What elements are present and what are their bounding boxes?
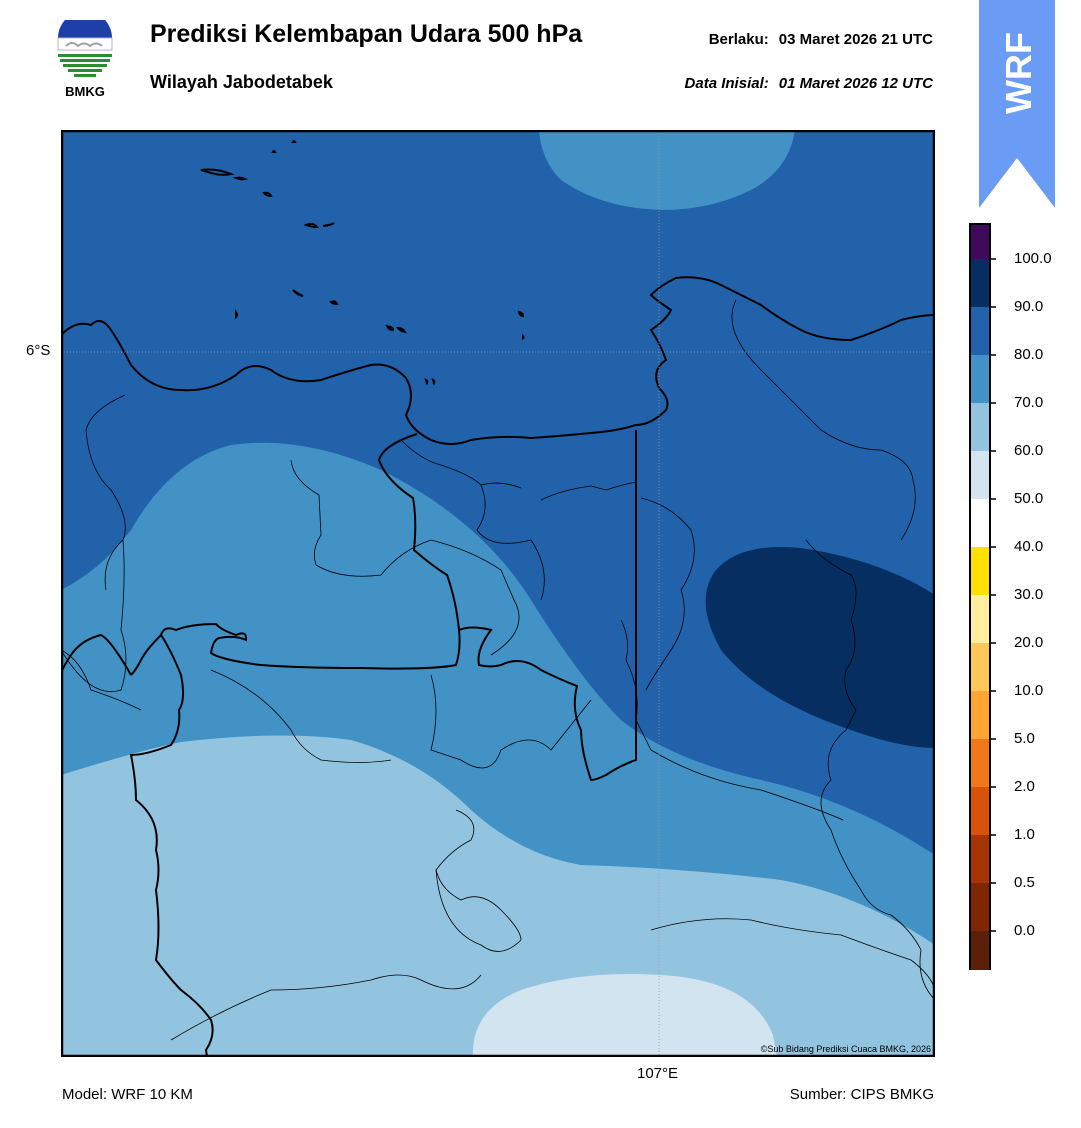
valid-time: Berlaku: 03 Maret 2026 21 UTC bbox=[709, 31, 933, 48]
humidity-band-50-60 bbox=[472, 974, 777, 1057]
humidity-band-60-70 bbox=[61, 735, 935, 1057]
colorbar-swatch bbox=[970, 787, 990, 835]
colorbar-label: 0.0 bbox=[1014, 922, 1035, 939]
colorbar-label: 100.0 bbox=[1014, 250, 1052, 267]
model-label: Model: WRF 10 KM bbox=[62, 1086, 193, 1103]
wrf-text: WRF bbox=[998, 32, 1039, 114]
colorbar-label: 40.0 bbox=[1014, 538, 1044, 555]
map-frame bbox=[61, 130, 935, 1057]
colorbar-label: 1.0 bbox=[1014, 826, 1035, 843]
colorbar-swatch bbox=[970, 883, 990, 931]
lon-label: 107°E bbox=[637, 1065, 679, 1082]
colorbar-swatch bbox=[970, 355, 990, 403]
humidity-band-70-80-north bbox=[539, 130, 795, 210]
logo-text: BMKG bbox=[65, 84, 105, 99]
page-title: Prediksi Kelembapan Udara 500 hPa bbox=[150, 20, 583, 48]
init-time: Data Inisial: 01 Maret 2026 12 UTC bbox=[685, 75, 933, 92]
colorbar-swatch bbox=[970, 224, 990, 259]
humidity-band-90-100 bbox=[705, 546, 935, 748]
colorbar-swatch bbox=[970, 835, 990, 883]
lat-label: 6°S bbox=[26, 342, 51, 359]
colorbar-swatch bbox=[970, 307, 990, 355]
init-value: 01 Maret 2026 12 UTC bbox=[778, 75, 933, 92]
wrf-badge-text: WRF bbox=[998, 32, 1039, 114]
colorbar-swatch bbox=[970, 499, 990, 547]
wrf-badge bbox=[979, 0, 1055, 208]
province-boundaries bbox=[61, 276, 935, 1057]
copyright-text: ©Sub Bidang Prediksi Cuaca BMKG, 2026 bbox=[760, 1044, 931, 1054]
colorbar-label: 5.0 bbox=[1014, 730, 1035, 747]
colorbar-label: 80.0 bbox=[1014, 346, 1044, 363]
colorbar-label: 10.0 bbox=[1014, 682, 1044, 699]
thousand-islands bbox=[200, 140, 525, 386]
colorbar-swatch bbox=[970, 931, 990, 979]
colorbar-label: 60.0 bbox=[1014, 442, 1044, 459]
colorbar-label: 70.0 bbox=[1014, 394, 1044, 411]
colorbar bbox=[966, 220, 1081, 1063]
valid-label: Berlaku: bbox=[708, 31, 769, 48]
colorbar-swatch bbox=[970, 403, 990, 451]
regency-boundaries bbox=[61, 299, 935, 1041]
colorbar-label: 20.0 bbox=[1014, 634, 1044, 651]
humidity-map bbox=[61, 130, 935, 1057]
colorbar-swatch bbox=[970, 259, 990, 307]
colorbar-swatch bbox=[970, 739, 990, 787]
source-label: Sumber: CIPS BMKG bbox=[789, 1086, 934, 1103]
colorbar-label: 90.0 bbox=[1014, 298, 1044, 315]
page-subtitle: Wilayah Jabodetabek bbox=[150, 72, 333, 92]
colorbar-label: 50.0 bbox=[1014, 490, 1044, 507]
colorbar-swatch bbox=[970, 451, 990, 499]
bmkg-logo bbox=[57, 20, 113, 77]
colorbar-label: 30.0 bbox=[1014, 586, 1044, 603]
colorbar-swatch bbox=[970, 691, 990, 739]
colorbar-swatch bbox=[970, 595, 990, 643]
colorbar-swatches bbox=[969, 223, 996, 1063]
valid-value: 03 Maret 2026 21 UTC bbox=[778, 31, 933, 48]
colorbar-label: 0.5 bbox=[1014, 874, 1035, 891]
init-label: Data Inisial: bbox=[684, 75, 769, 92]
colorbar-label: 2.0 bbox=[1014, 778, 1035, 795]
colorbar-swatch bbox=[970, 643, 990, 691]
colorbar-swatch bbox=[970, 547, 990, 595]
